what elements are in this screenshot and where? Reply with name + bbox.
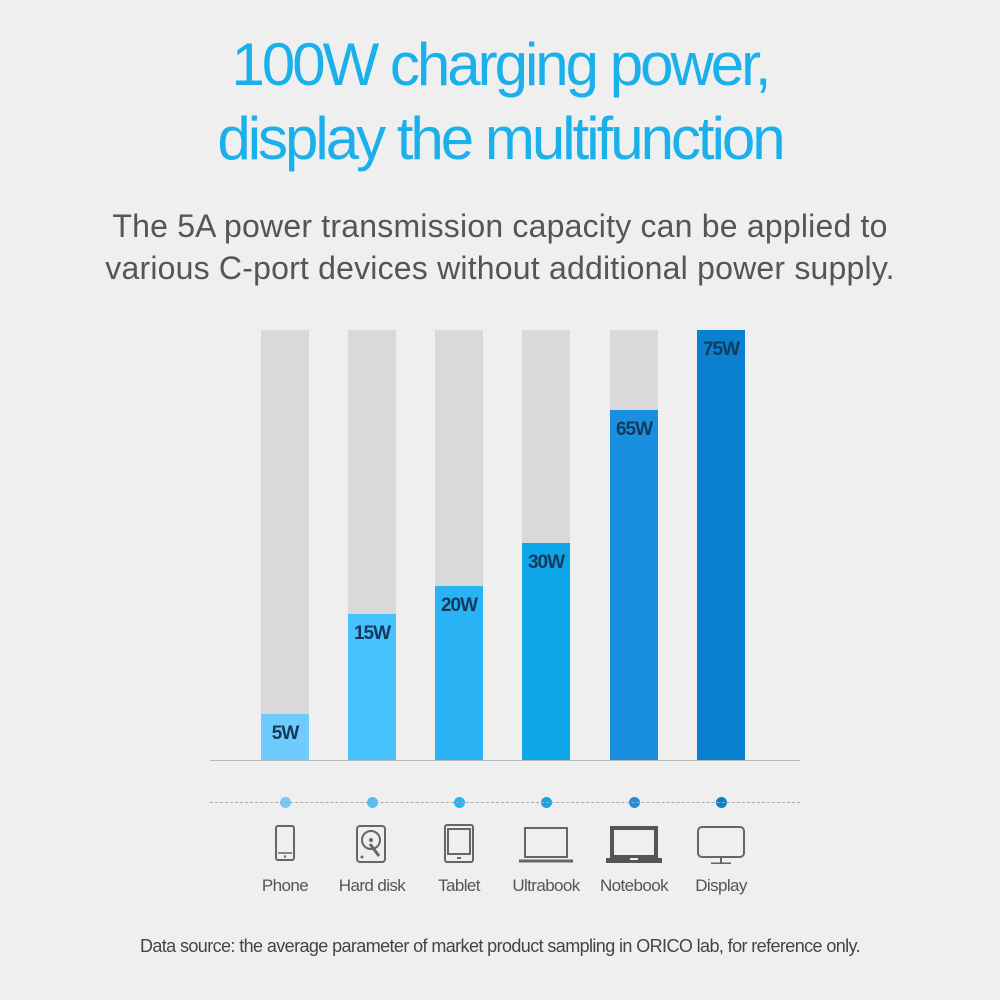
ultrabook-icon xyxy=(516,824,576,864)
bar-phone xyxy=(261,714,309,760)
bar-track xyxy=(261,330,309,760)
category-label: Display xyxy=(695,876,747,895)
bar-value-label: 75W xyxy=(702,339,740,360)
subtitle-line2: various C-port devices without additiona… xyxy=(105,250,895,286)
category-label: Notebook xyxy=(600,876,669,895)
category-label: Hard disk xyxy=(338,876,406,895)
footnote: Data source: the average parameter of ma… xyxy=(139,936,861,956)
x-axis-line xyxy=(210,760,800,761)
hard-disk-icon xyxy=(342,824,402,864)
subtitle: The 5A power transmission capacity can b… xyxy=(0,205,1000,289)
category-label: Phone xyxy=(261,876,309,895)
bar-notebook xyxy=(610,410,658,760)
category-label: Ultrabook xyxy=(512,876,580,895)
bar-hard-disk xyxy=(348,614,396,760)
tablet-icon xyxy=(429,824,489,864)
phone-icon xyxy=(255,824,315,864)
bar-value-label: 20W xyxy=(440,595,478,616)
headline-line2: display the multifunction xyxy=(217,105,785,172)
notebook-icon xyxy=(604,824,664,864)
subtitle-line1: The 5A power transmission capacity can b… xyxy=(112,208,888,244)
bar-display xyxy=(697,330,745,760)
bar-value-label: 15W xyxy=(353,623,391,644)
bar-ultrabook xyxy=(522,543,570,760)
headline-line1: 100W charging power, xyxy=(231,31,771,98)
display-icon xyxy=(691,824,751,865)
bar-value-label: 65W xyxy=(615,419,653,440)
dashed-divider xyxy=(210,802,800,803)
bar-value-label: 30W xyxy=(527,552,565,573)
headline: 100W charging power, display the multifu… xyxy=(0,28,1000,176)
bar-tablet xyxy=(435,586,483,760)
bar-value-label: 5W xyxy=(271,723,300,744)
category-label: Tablet xyxy=(438,876,480,895)
